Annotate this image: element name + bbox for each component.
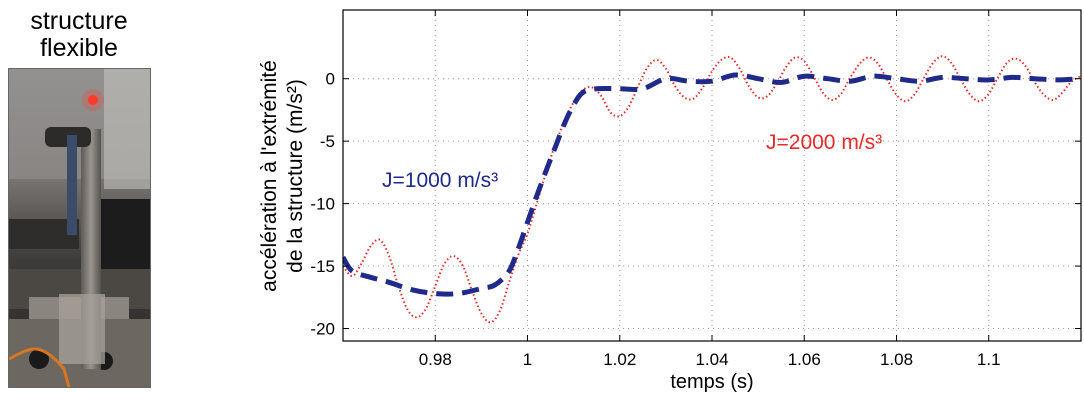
y-tick-label: -10	[310, 195, 335, 214]
series-line-j2000	[343, 55, 1081, 324]
y-axis-label-line2: de la structure (m/s²)	[284, 79, 307, 273]
flexible-structure-photo-drawing	[9, 69, 150, 387]
y-axis-label-line1: accélération à l'extrémité	[258, 60, 281, 292]
y-tick-label: 0	[326, 70, 335, 89]
tick-marks	[343, 10, 1081, 341]
annotation-j1000: J=1000 m/s³	[382, 169, 498, 192]
x-tick-label: 1	[523, 350, 532, 369]
photo-title-line2: flexible	[40, 34, 118, 62]
x-tick-labels: 0.98 1 1.02 1.04 1.06 1.08 1.1	[419, 350, 1001, 369]
y-tick-label: -5	[320, 132, 335, 151]
series-line-j1000	[343, 72, 1081, 297]
x-tick-label: 0.98	[419, 350, 452, 369]
x-tick-label: 1.02	[603, 350, 636, 369]
x-tick-label: 1.1	[977, 350, 1001, 369]
x-tick-label: 1.04	[695, 350, 728, 369]
y-tick-labels: 0 -5 -10 -15 -20	[310, 70, 335, 339]
x-tick-label: 1.08	[880, 350, 913, 369]
photo-title: structure flexible	[0, 8, 158, 62]
series-layer	[343, 55, 1081, 324]
x-axis-label: temps (s)	[670, 371, 753, 393]
y-tick-label: -15	[310, 257, 335, 276]
annotation-j2000: J=2000 m/s³	[766, 131, 882, 154]
photo-title-line1: structure	[30, 7, 128, 35]
y-tick-label: -20	[310, 320, 335, 339]
flexible-structure-photo	[8, 68, 151, 388]
x-tick-label: 1.06	[788, 350, 821, 369]
